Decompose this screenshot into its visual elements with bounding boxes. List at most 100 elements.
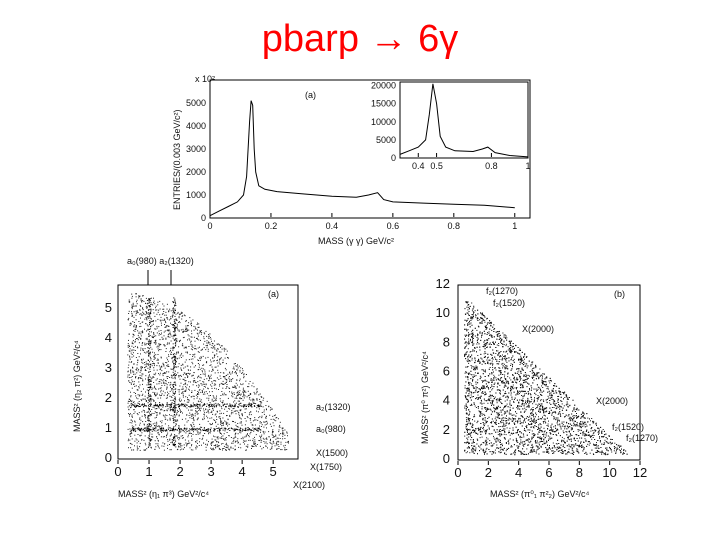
bl-point	[211, 370, 213, 372]
bl-point	[139, 428, 141, 430]
bl-point	[229, 405, 231, 406]
bl-point	[261, 412, 263, 413]
bl-point	[254, 424, 256, 426]
top-series-line	[209, 100, 515, 217]
bl-point	[166, 395, 168, 397]
bl-point	[136, 442, 138, 444]
bl-point	[206, 439, 208, 441]
bl-point	[174, 406, 176, 408]
bl-point	[238, 412, 240, 413]
bl-point	[211, 438, 213, 440]
bl-point	[206, 411, 208, 413]
bl-point	[129, 358, 131, 360]
bl-point	[177, 311, 179, 313]
bl-point	[248, 439, 250, 441]
bl-point	[224, 394, 226, 396]
bl-point	[189, 432, 191, 434]
bl-point	[210, 395, 211, 396]
bl-point	[217, 436, 219, 438]
bl-point	[162, 429, 163, 431]
bl-point	[150, 359, 152, 361]
bl-point	[237, 394, 239, 396]
bl-point	[155, 320, 157, 322]
bl-point	[132, 302, 134, 304]
bl-point	[244, 418, 246, 419]
bl-point	[229, 427, 231, 429]
bl-point	[175, 435, 177, 437]
bl-point	[149, 335, 151, 336]
bl-point	[198, 404, 200, 405]
br-y-tick-5: 10	[436, 305, 450, 320]
bl-point	[170, 322, 171, 324]
bl-point	[203, 383, 205, 385]
bl-point	[179, 400, 180, 402]
bl-point	[208, 399, 210, 401]
bl-point	[157, 444, 159, 446]
bl-point	[217, 369, 219, 371]
bl-point	[254, 436, 255, 438]
bl-point	[213, 340, 215, 342]
inset-x-tick-0: 0.4	[412, 161, 425, 171]
bl-point	[207, 350, 209, 352]
bl-point	[130, 371, 132, 373]
bl-point	[187, 372, 189, 374]
bl-point	[166, 402, 168, 404]
bl-point	[163, 415, 165, 417]
bl-point	[186, 384, 188, 386]
bl-point	[203, 381, 205, 383]
bl-point	[166, 404, 168, 406]
bl-point	[206, 340, 208, 342]
bl-point	[184, 390, 186, 392]
bl-point	[192, 429, 194, 431]
bl-point	[212, 413, 214, 415]
bl-point	[158, 365, 160, 367]
bl-point	[240, 428, 242, 429]
bl-point	[215, 388, 217, 390]
bl-point	[128, 408, 130, 410]
bl-point	[273, 442, 275, 444]
bl-point	[175, 407, 177, 409]
bl-point	[129, 301, 131, 303]
bl-point	[150, 342, 152, 344]
bl-point	[196, 324, 198, 325]
bl-point	[155, 328, 157, 330]
bl-point	[240, 393, 242, 395]
bl-point	[144, 364, 146, 366]
bl-point	[149, 428, 151, 430]
bl-point	[251, 424, 253, 426]
bl-point	[144, 318, 146, 320]
bl-point	[133, 334, 135, 335]
bl-point	[168, 342, 170, 344]
bl-point	[133, 426, 135, 428]
bl-point	[160, 320, 162, 322]
bl-point	[287, 435, 288, 437]
bl-point	[149, 314, 151, 316]
bl-point	[170, 409, 172, 411]
bl-point	[154, 404, 156, 406]
bl-point	[215, 422, 217, 424]
bl-point	[251, 385, 253, 387]
bl-point	[222, 376, 224, 377]
bl-point	[212, 351, 214, 353]
bl-point	[171, 439, 173, 441]
bl-point	[191, 361, 193, 363]
bl-point	[249, 393, 251, 395]
bl-point	[176, 357, 178, 359]
bl-point	[208, 338, 210, 339]
bl-point	[199, 376, 201, 378]
bl-point	[198, 410, 200, 411]
bl-point	[139, 449, 141, 451]
bl-point	[244, 443, 245, 445]
bl-point	[164, 314, 166, 316]
bl-point	[142, 398, 144, 400]
bl-point	[172, 346, 174, 348]
bl-point	[148, 342, 150, 344]
bl-point	[168, 333, 170, 335]
bl-point	[167, 408, 169, 410]
bl-point	[166, 410, 168, 412]
bl-point	[158, 406, 159, 408]
bl-point	[213, 397, 215, 399]
bl-point	[174, 345, 176, 347]
bl-point	[209, 417, 211, 419]
bl-point	[147, 387, 149, 388]
